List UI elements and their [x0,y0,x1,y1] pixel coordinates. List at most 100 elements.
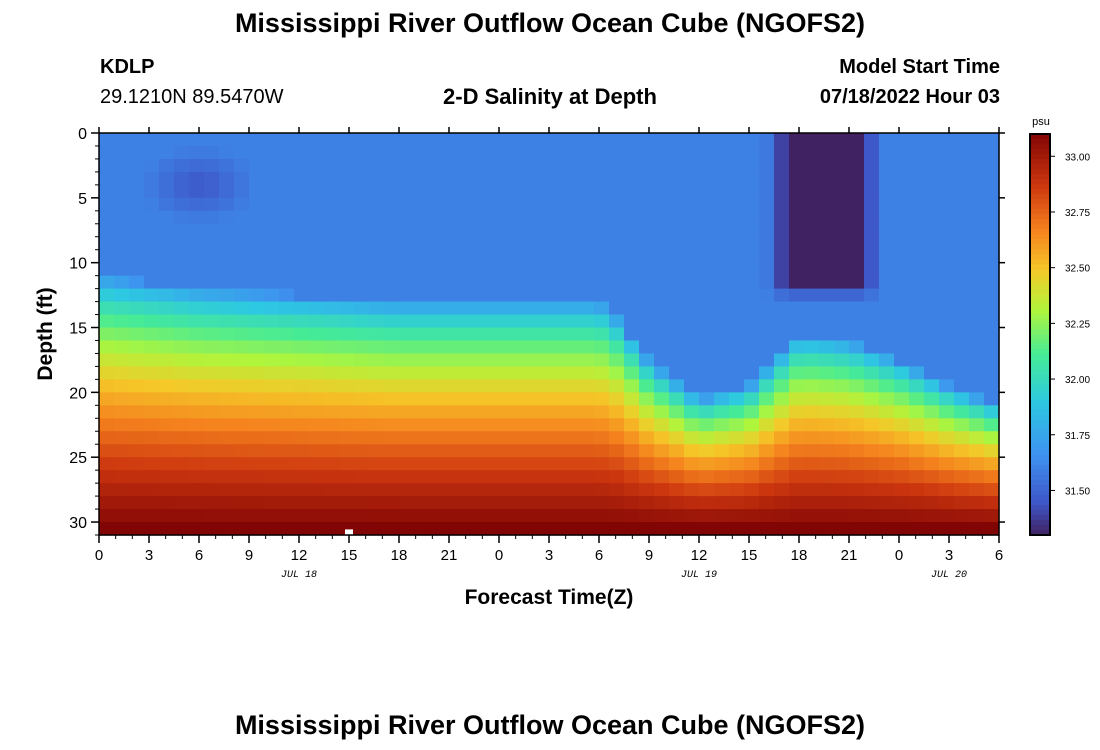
heatmap-cell [774,327,790,342]
heatmap-cell [489,145,505,160]
heatmap-cell [354,483,370,497]
heatmap-cell [789,145,805,160]
heatmap-cell [834,418,850,432]
colorbar-tick-label: 32.75 [1065,208,1090,219]
heatmap-cell [639,133,655,147]
heatmap-cell [249,171,265,186]
heatmap-cell [294,379,310,393]
heatmap-cell [114,314,130,329]
heatmap-cell [684,197,700,212]
colorbar-tick-label: 32.00 [1065,375,1090,386]
heatmap-cell [594,236,610,251]
heatmap-cell [594,327,610,342]
heatmap-cell [99,379,115,393]
heatmap-cell [144,496,160,510]
heatmap-cell [144,509,160,523]
heatmap-cell [459,184,475,199]
heatmap-cell [219,197,235,212]
heatmap-cell [534,418,550,432]
heatmap-cell [864,288,880,303]
heatmap-cell [579,145,595,160]
heatmap-cell [834,197,850,212]
heatmap-cell [969,457,985,471]
heatmap-cell [429,171,445,186]
heatmap-cell [519,431,535,445]
heatmap-cell [639,327,655,342]
heatmap-cell [939,340,955,355]
heatmap-cell [774,431,790,445]
heatmap-cell [114,158,130,173]
heatmap-cell [204,470,220,484]
heatmap-cell [654,223,670,238]
heatmap-cell [729,483,745,497]
x-tick-label: 9 [245,547,253,564]
heatmap-cell [144,522,160,536]
heatmap-cell [339,171,355,186]
heatmap-cell [264,236,280,251]
heatmap-cell [564,184,580,199]
heatmap-cell [249,301,265,316]
colorbar-segment [1030,194,1050,200]
heatmap-cell [144,327,160,342]
heatmap-cell [684,509,700,523]
heatmap-cell [609,431,625,445]
heatmap-cell [924,509,940,523]
heatmap-cell [729,444,745,458]
heatmap-cell [264,457,280,471]
heatmap-cell [204,249,220,264]
heatmap-cell [864,457,880,471]
heatmap-cell [714,496,730,510]
heatmap-cell [639,340,655,355]
colorbar-segment [1030,324,1050,331]
heatmap-cell [534,314,550,329]
heatmap-cell [294,236,310,251]
heatmap-cell [159,262,175,277]
colorbar-segment [1030,344,1050,351]
heatmap-cell [744,223,760,238]
heatmap-cell [99,262,115,277]
heatmap-cell [444,340,460,355]
heatmap-cell [729,470,745,484]
heatmap-cell [99,470,115,484]
heatmap-cell [924,197,940,212]
heatmap-cell [624,145,640,160]
heatmap-cell [444,431,460,445]
heatmap-cell [129,483,145,497]
heatmap-cell [834,210,850,225]
heatmap-cell [354,405,370,419]
heatmap-cell [969,145,985,160]
heatmap-cell [204,288,220,303]
heatmap-cell [864,470,880,484]
colorbar-segment [1030,154,1050,160]
heatmap-cell [459,171,475,186]
heatmap-cell [624,496,640,510]
heatmap-cell [159,301,175,316]
heatmap-cell [849,301,865,316]
heatmap-cell [249,145,265,160]
heatmap-cell [954,379,970,393]
heatmap-cell [804,158,820,173]
heatmap-cell [189,340,205,355]
heatmap-cell [354,275,370,290]
heatmap-cell [864,418,880,432]
heatmap-cell [684,522,700,536]
heatmap-cell [399,353,415,368]
heatmap-cell [444,301,460,316]
heatmap-cell [579,223,595,238]
heatmap-cell [834,431,850,445]
heatmap-cell [279,457,295,471]
heatmap-cell [819,366,835,380]
heatmap-cell [129,314,145,329]
heatmap-cell [969,522,985,536]
heatmap-cell [174,431,190,445]
heatmap-cell [414,366,430,380]
colorbar-tick-label: 32.25 [1065,319,1090,330]
heatmap-cell [699,301,715,316]
x-tick-label: 12 [291,547,308,564]
heatmap-cell [444,288,460,303]
heatmap-cell [804,353,820,368]
colorbar-segment [1030,439,1050,446]
heatmap-cell [444,145,460,160]
heatmap-cell [924,301,940,316]
heatmap-cell [264,340,280,355]
